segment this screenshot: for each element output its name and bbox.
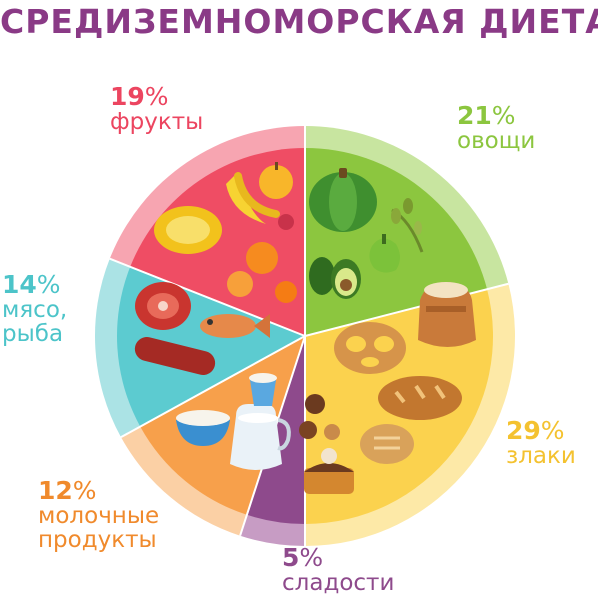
pie-slice-fill-5 — [130, 148, 305, 336]
slice-percent-1: 29% — [506, 416, 576, 445]
slice-percent-5: 19% — [110, 82, 203, 111]
slice-separator-4 — [120, 335, 306, 439]
slice-percent-4: 14% — [2, 270, 67, 299]
percent-sign: % — [491, 101, 516, 130]
sausage-icon — [134, 336, 216, 376]
slice-percent-value: 5 — [282, 543, 300, 572]
slice-category-5-line-0: фрукты — [110, 109, 204, 136]
slice-percent-value: 12 — [38, 476, 73, 505]
percent-sign: % — [36, 270, 61, 299]
slice-percent-value: 29 — [506, 416, 541, 445]
slice-label-2: 5% сладости — [282, 543, 395, 597]
cottage-cheese-bowl-icon — [176, 410, 230, 446]
slice-percent-value: 14 — [2, 270, 37, 299]
slice-percent-value: 19 — [110, 82, 145, 111]
slice-category-3-line-0: молочные — [38, 503, 160, 530]
food-illustrations — [134, 162, 476, 494]
pepper-icon — [369, 234, 400, 273]
slice-category-0-line-0: овощи — [457, 128, 536, 155]
apple-icon — [259, 162, 293, 199]
bread-loaf-icon — [378, 376, 462, 420]
slice-separator-1 — [304, 282, 509, 337]
percent-sign: % — [144, 82, 169, 111]
slice-category-4-line-1: рыба — [2, 321, 64, 348]
avocado-icon — [309, 257, 361, 299]
slice-category-1-line-0: злаки — [506, 443, 576, 470]
pumpkin-icon — [309, 168, 377, 232]
percent-sign: % — [299, 543, 324, 572]
flour-sack-icon — [418, 282, 476, 347]
slice-label-3: 12% молочные продукты — [38, 476, 160, 554]
yogurt-cup-icon — [249, 373, 277, 406]
ham-steak-icon — [135, 282, 191, 330]
slice-category-4-line-0: мясо, — [2, 297, 68, 324]
slice-percent-value: 21 — [457, 101, 492, 130]
slice-label-0: 21% овощи — [457, 101, 536, 155]
page-title: СРЕДИЗЕМНОМОРСКАЯ ДИЕТА — [0, 2, 598, 41]
slice-percent-0: 21% — [457, 101, 535, 130]
pretzel-icon — [334, 322, 406, 374]
slice-percent-3: 12% — [38, 476, 159, 505]
banana-icon — [226, 172, 280, 224]
chocolate-candies-icon — [299, 394, 340, 440]
cake-icon — [304, 448, 354, 494]
melon-icon — [154, 206, 222, 254]
olive-branch-icon — [391, 198, 424, 253]
slice-percent-2: 5% — [282, 543, 394, 572]
slice-category-2-line-0: сладости — [282, 570, 395, 597]
slice-separator-5 — [109, 257, 306, 337]
slice-label-5: 19% фрукты — [110, 82, 204, 136]
percent-sign: % — [72, 476, 97, 505]
plum-icon — [278, 214, 294, 230]
slice-label-4: 14% мясо, рыба — [2, 270, 68, 348]
slice-category-3-line-1: продукты — [38, 527, 157, 554]
fish-icon — [200, 314, 270, 338]
round-bread-icon — [360, 424, 414, 464]
milk-jug-icon — [230, 404, 291, 470]
slice-label-1: 29% злаки — [506, 416, 576, 470]
percent-sign: % — [540, 416, 565, 445]
orange-icon — [227, 242, 297, 303]
